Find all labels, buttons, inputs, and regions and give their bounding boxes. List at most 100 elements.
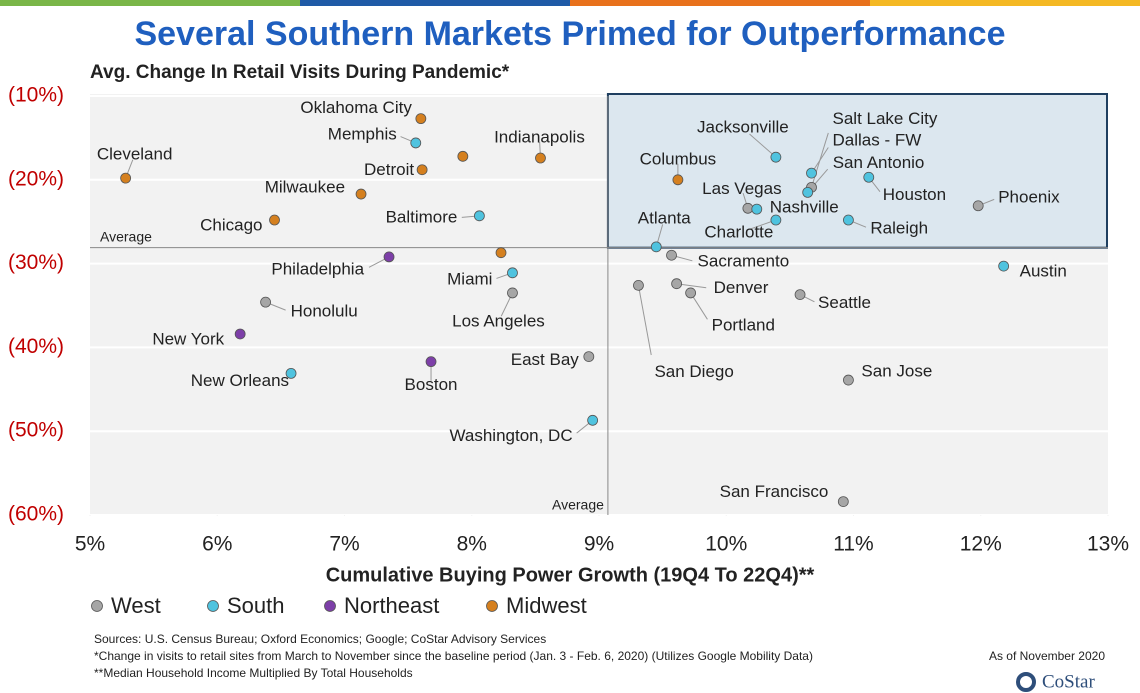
- point-label: Miami: [447, 269, 492, 288]
- legend-marker: [207, 600, 219, 612]
- point: [742, 202, 754, 214]
- point-label: Jacksonville: [697, 118, 789, 137]
- y-tick-label: (50%): [8, 419, 64, 442]
- point: [473, 210, 485, 222]
- point-label: Milwaukee: [265, 178, 345, 197]
- point: [843, 214, 854, 226]
- point-label: Phoenix: [998, 187, 1060, 206]
- x-tick-label: 7%: [329, 533, 359, 556]
- point-label: Portland: [712, 315, 775, 334]
- point-label: Honolulu: [291, 302, 358, 321]
- point: [507, 267, 518, 279]
- x-tick-label: 9%: [584, 533, 614, 556]
- point-label: Oklahoma City: [300, 98, 412, 117]
- point-label: Atlanta: [638, 208, 691, 227]
- x-axis-title: Cumulative Buying Power Growth (19Q4 To …: [326, 564, 815, 586]
- point-label: Seattle: [818, 293, 871, 312]
- x-tick-label: 8%: [457, 533, 487, 556]
- highlight-box: [606, 93, 1108, 249]
- point-label: Nashville: [770, 198, 839, 217]
- legend-marker: [91, 600, 103, 612]
- point: [972, 200, 984, 212]
- x-tick-label: 10%: [705, 533, 747, 556]
- point-label: Salt Lake City: [833, 109, 938, 128]
- point: [583, 351, 595, 363]
- point-label: Los Angeles: [452, 311, 545, 330]
- point-label: Columbus: [640, 149, 717, 168]
- point-label: Cleveland: [97, 145, 173, 164]
- point: [355, 188, 367, 200]
- leader-line: [637, 285, 652, 356]
- y-tick-label: (60%): [8, 503, 64, 526]
- point: [671, 278, 683, 290]
- point-label: Las Vegas: [702, 179, 781, 198]
- point-label: Washington, DC: [449, 426, 572, 445]
- point: [666, 249, 677, 261]
- point: [806, 167, 817, 179]
- point: [837, 496, 849, 507]
- point: [507, 287, 518, 299]
- point: [650, 241, 662, 253]
- as-of: As of November 2020: [989, 649, 1105, 663]
- legend-marker: [486, 600, 498, 612]
- point-label: Austin: [1020, 262, 1067, 281]
- point: [415, 113, 427, 125]
- point-label: Denver: [714, 278, 769, 297]
- point-label: Raleigh: [870, 219, 928, 238]
- point-label: Baltimore: [386, 207, 458, 226]
- x-tick-label: 13%: [1087, 533, 1129, 556]
- legend-label: South: [227, 593, 285, 618]
- average-label: Average: [100, 228, 152, 244]
- y-tick-label: (10%): [8, 84, 64, 107]
- footnote: **Median Household Income Multiplied By …: [94, 666, 413, 680]
- x-tick-label: 11%: [833, 533, 873, 556]
- point: [425, 356, 437, 368]
- stripe: [300, 0, 570, 6]
- point: [234, 328, 246, 340]
- stripe: [870, 0, 1140, 6]
- point: [770, 151, 782, 163]
- point: [751, 203, 763, 215]
- chart-title: Several Southern Markets Primed for Outp…: [134, 15, 1005, 53]
- legend-label: Midwest: [506, 593, 587, 618]
- point: [269, 214, 280, 226]
- point-label: San Diego: [654, 362, 733, 381]
- point-label: Sacramento: [698, 252, 790, 271]
- point: [802, 186, 814, 198]
- logo-icon: [1016, 672, 1036, 692]
- footnote: *Change in visits to retail sites from M…: [94, 649, 813, 663]
- x-tick-label: 6%: [202, 533, 232, 556]
- point: [843, 374, 854, 386]
- point-label: Detroit: [364, 160, 414, 179]
- legend-marker: [324, 600, 336, 612]
- point: [685, 287, 697, 299]
- logo: CoStar: [1042, 671, 1095, 692]
- point-label: New Orleans: [191, 371, 289, 390]
- point-label: New York: [152, 329, 224, 348]
- stripe: [570, 0, 870, 6]
- point: [416, 164, 428, 176]
- point-label: Houston: [883, 185, 946, 204]
- point: [260, 296, 272, 308]
- point: [535, 152, 546, 164]
- point: [120, 172, 132, 184]
- point: [383, 251, 395, 263]
- y-tick-label: (40%): [8, 335, 64, 358]
- point-label: Memphis: [328, 124, 397, 143]
- point-label: Indianapolis: [494, 127, 585, 146]
- point-label: Charlotte: [704, 223, 773, 242]
- point: [672, 174, 684, 186]
- point: [285, 367, 297, 379]
- point: [495, 247, 507, 259]
- point: [633, 279, 644, 291]
- x-tick-label: 5%: [75, 533, 105, 556]
- footnote: Sources: U.S. Census Bureau; Oxford Econ…: [94, 632, 546, 646]
- point: [770, 214, 782, 226]
- point: [587, 414, 599, 426]
- point-label: East Bay: [511, 350, 580, 369]
- point: [998, 260, 1010, 272]
- point-label: San Jose: [861, 362, 932, 381]
- point-label: Dallas - FW: [833, 131, 922, 150]
- legend-label: Northeast: [344, 593, 439, 618]
